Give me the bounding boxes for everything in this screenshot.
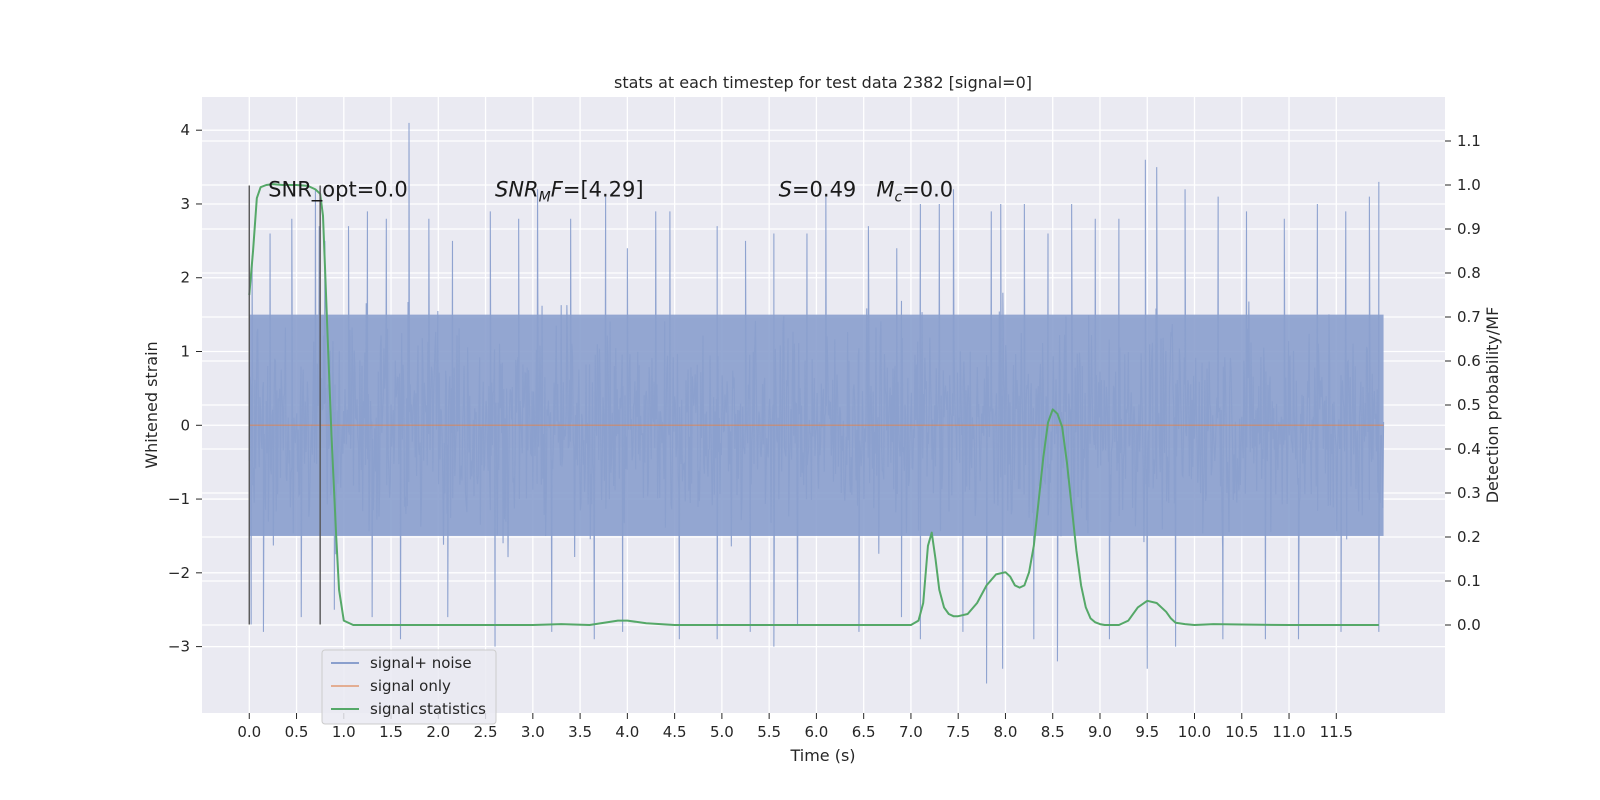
chart-title: stats at each timestep for test data 238… bbox=[614, 73, 1032, 92]
x-tick-label: 1.0 bbox=[332, 723, 356, 741]
x-tick-label: 8.0 bbox=[994, 723, 1018, 741]
noise-line bbox=[248, 122, 1385, 684]
y-right-tick-label: 0.0 bbox=[1457, 616, 1481, 634]
x-tick-label: 2.5 bbox=[474, 723, 498, 741]
y-left-tick-label: 0 bbox=[180, 416, 190, 434]
y-right-tick-label: 0.4 bbox=[1457, 440, 1481, 458]
annotation-snr_opt: SNR_opt=0.0 bbox=[268, 178, 408, 203]
y-left-tick-label: 3 bbox=[180, 195, 190, 213]
x-tick-label: 6.0 bbox=[804, 723, 828, 741]
x-tick-label: 0.5 bbox=[285, 723, 309, 741]
y-left-tick-label: 2 bbox=[180, 269, 190, 287]
legend-label-signal-only: signal only bbox=[370, 677, 451, 695]
y-right-tick-label: 1.1 bbox=[1457, 132, 1481, 150]
legend-box bbox=[321, 649, 497, 725]
y-right-tick-label: 0.1 bbox=[1457, 572, 1481, 590]
y-right-axis-ticks: 0.0 0.1 0.2 0.3 0.4 0.5 0.6 0.7 0.8 0.9 1.0 1.1 bbox=[1445, 132, 1481, 634]
legend-label-noise: signal+ noise bbox=[370, 654, 472, 672]
y-right-tick-label: 1.0 bbox=[1457, 176, 1481, 194]
y-right-tick-label: 0.8 bbox=[1457, 264, 1481, 282]
y-right-tick-label: 0.3 bbox=[1457, 484, 1481, 502]
y-left-tick-label: −2 bbox=[168, 564, 190, 582]
y-right-tick-label: 0.2 bbox=[1457, 528, 1481, 546]
y-right-tick-label: 0.7 bbox=[1457, 308, 1481, 326]
x-tick-label: 4.0 bbox=[615, 723, 639, 741]
x-tick-label: 3.0 bbox=[521, 723, 545, 741]
y-right-axis-title: Detection probability/MF bbox=[1483, 307, 1502, 504]
legend-label-statistics: signal statistics bbox=[370, 700, 486, 718]
x-tick-label: 7.0 bbox=[899, 723, 923, 741]
y-left-axis-title: Whitened strain bbox=[142, 341, 161, 468]
annotations: SNR_opt=0.0 SNRMF=[4.29] S=0.49 Mc=0.0 bbox=[268, 178, 953, 206]
x-tick-label: 9.5 bbox=[1135, 723, 1159, 741]
x-tick-label: 0.0 bbox=[237, 723, 261, 741]
statistics-line bbox=[248, 183, 1379, 626]
x-tick-label: 8.5 bbox=[1041, 723, 1065, 741]
x-tick-label: 10.0 bbox=[1178, 723, 1211, 741]
annotation-snr_mf: SNRMF=[4.29] bbox=[495, 178, 644, 206]
x-tick-label: 2.0 bbox=[426, 723, 450, 741]
y-left-axis-ticks: −3 −2 −1 0 1 2 3 4 bbox=[168, 121, 202, 656]
x-tick-label: 4.5 bbox=[663, 723, 687, 741]
y-left-tick-label: −1 bbox=[168, 490, 190, 508]
statistics-series bbox=[248, 183, 1379, 626]
x-tick-label: 6.5 bbox=[852, 723, 876, 741]
legend: signal+ noise signal only signal statist… bbox=[321, 649, 497, 725]
y-left-tick-label: 4 bbox=[180, 121, 190, 139]
x-tick-label: 11.0 bbox=[1272, 723, 1305, 741]
y-right-tick-label: 0.9 bbox=[1457, 220, 1481, 238]
x-tick-label: 1.5 bbox=[379, 723, 403, 741]
x-axis-ticks: 0.0 0.5 1.0 1.5 2.0 2.5 3.0 3.5 4.0 4.5 5.0 5.5 6.0 6… bbox=[237, 713, 1353, 741]
x-tick-label: 5.5 bbox=[757, 723, 781, 741]
y-left-tick-label: −3 bbox=[168, 638, 190, 656]
x-tick-label: 10.5 bbox=[1225, 723, 1258, 741]
x-tick-label: 9.0 bbox=[1088, 723, 1112, 741]
annotation-s_mc: S=0.49 Mc=0.0 bbox=[779, 178, 954, 206]
x-tick-label: 7.5 bbox=[946, 723, 970, 741]
y-left-tick-label: 1 bbox=[180, 343, 190, 361]
x-tick-label: 5.0 bbox=[710, 723, 734, 741]
vertical-markers bbox=[248, 185, 321, 625]
y-right-tick-label: 0.6 bbox=[1457, 352, 1481, 370]
x-axis-title: Time (s) bbox=[789, 746, 855, 765]
y-right-tick-label: 0.5 bbox=[1457, 396, 1481, 414]
x-tick-label: 11.5 bbox=[1320, 723, 1353, 741]
x-tick-label: 3.5 bbox=[568, 723, 592, 741]
